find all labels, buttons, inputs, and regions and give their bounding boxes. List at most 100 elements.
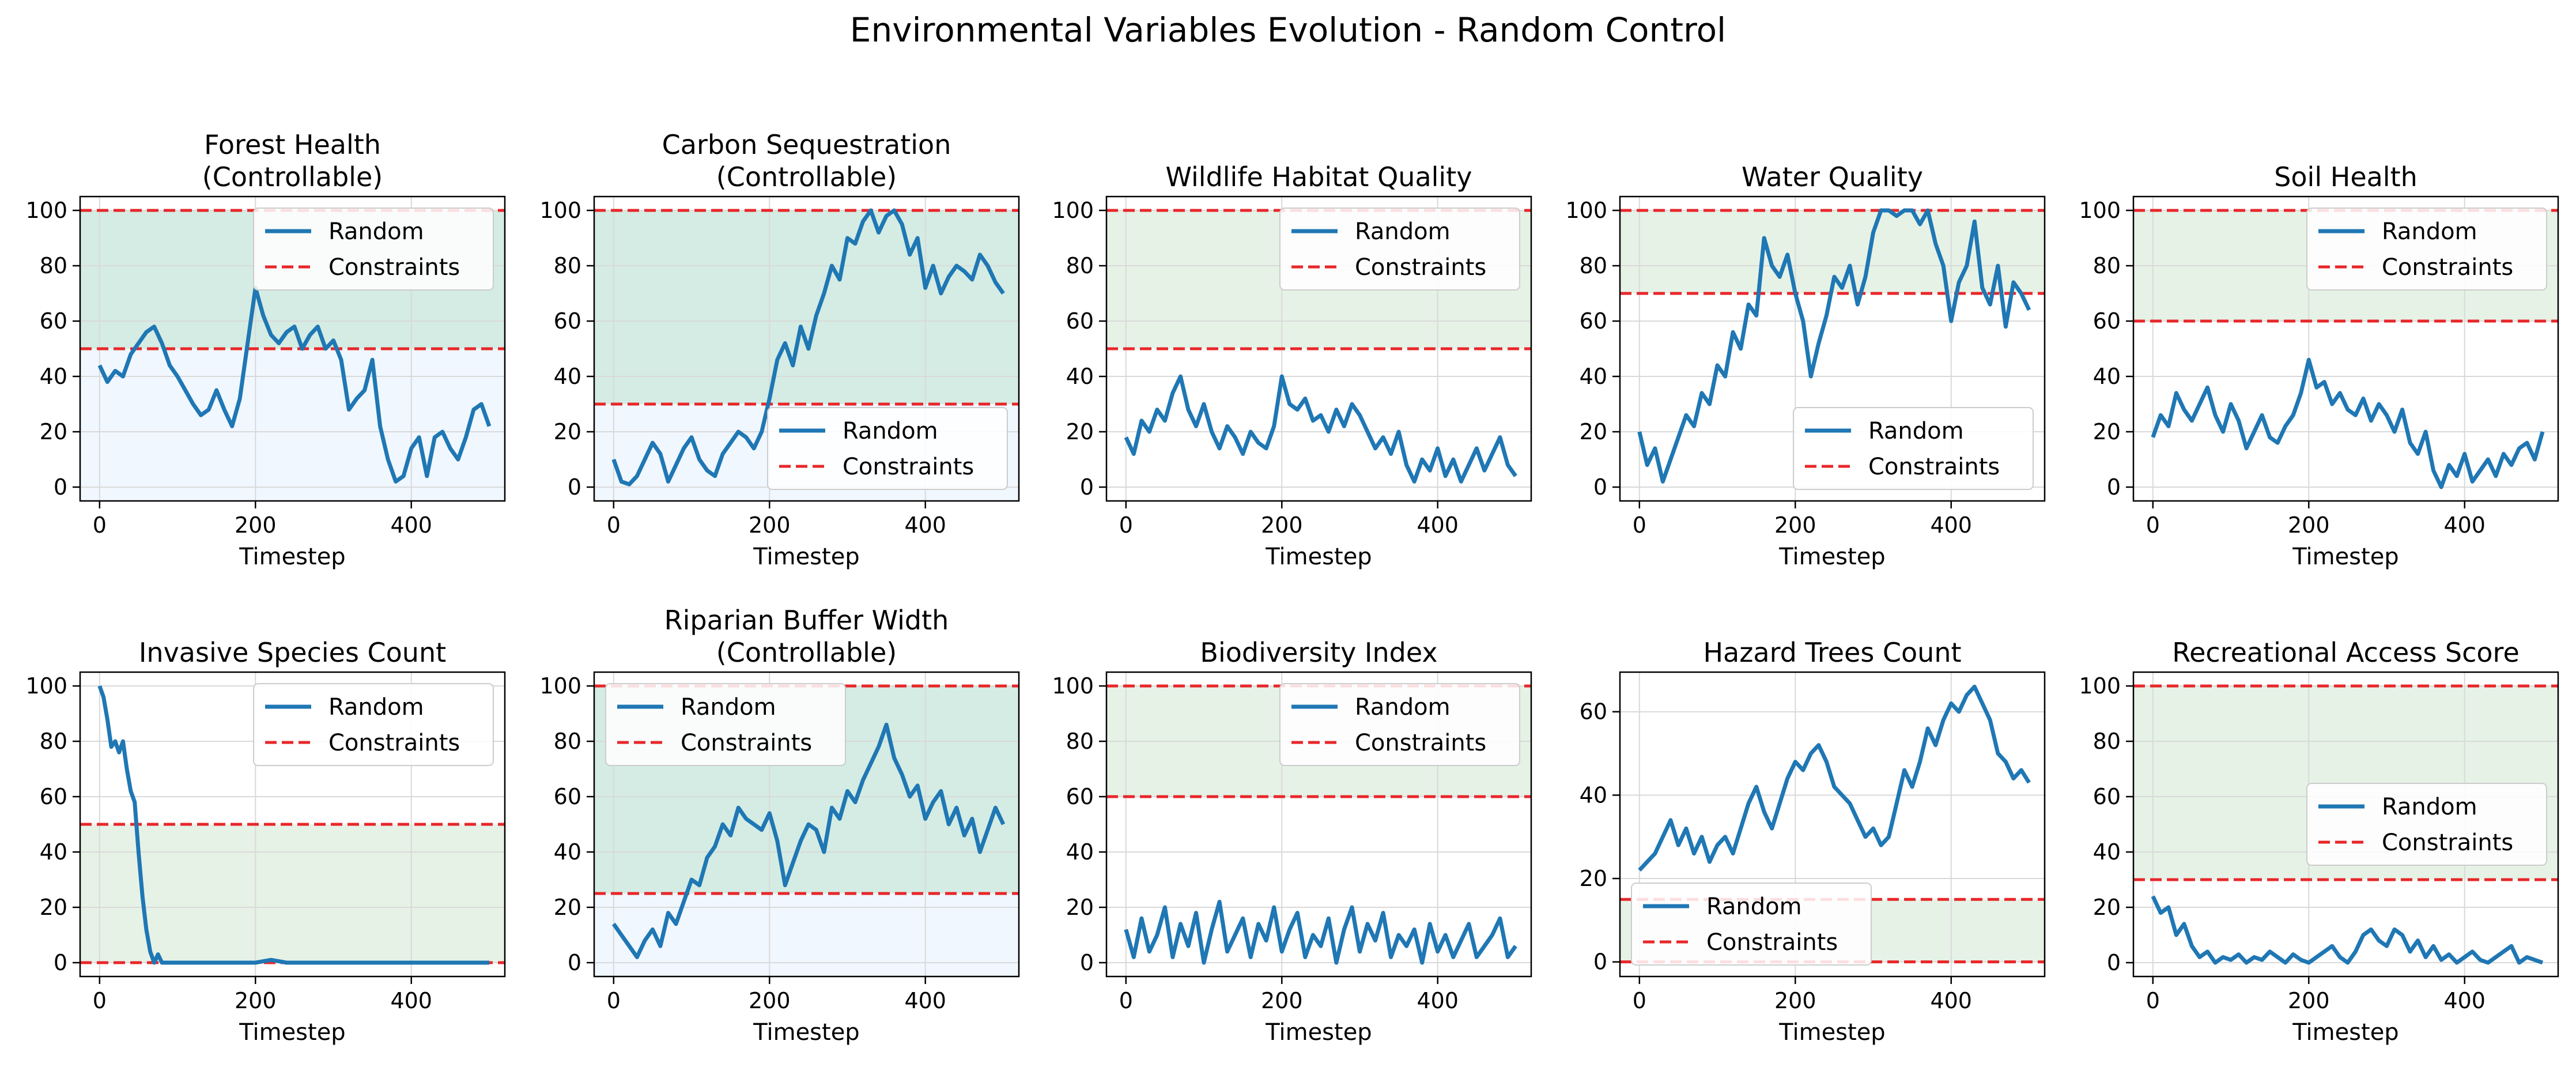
y-tick-label: 40: [554, 839, 581, 865]
legend: Random Constraints: [2306, 208, 2547, 291]
subplot-7: 0 200 400 0 20 40 60 80 100 Timestep Riparian Buff…: [539, 605, 1020, 1046]
constraint-region: [80, 824, 505, 963]
y-tick-label: 80: [1066, 253, 1094, 278]
y-tick-label: 60: [1066, 784, 1094, 809]
y-tick-label: 40: [2093, 839, 2121, 865]
x-axis-label: Timestep: [1265, 544, 1372, 570]
y-tick-label: 80: [1066, 729, 1094, 754]
x-tick-label: 200: [2288, 988, 2330, 1013]
subplot-title: Invasive Species Count: [139, 637, 446, 668]
plot-area: [80, 672, 505, 976]
subplot-title: (Controllable): [202, 161, 383, 193]
x-tick-label: 0: [1633, 988, 1646, 1013]
subplot-6: 0 200 400 0 20 40 60 80 100 Timestep Invasive Spec…: [25, 637, 506, 1046]
y-tick-label: 20: [40, 419, 67, 444]
y-tick-label: 100: [539, 198, 581, 223]
x-tick-label: 400: [390, 988, 432, 1013]
y-tick-label: 80: [1580, 253, 1607, 278]
subplot-title: Forest Health: [204, 129, 381, 160]
y-tick-label: 0: [2107, 474, 2121, 500]
legend-box: [2306, 208, 2547, 291]
subplot-title: (Controllable): [716, 637, 897, 668]
x-tick-label: 0: [93, 988, 107, 1013]
subplot-8: 0 200 400 0 20 40 60 80 100 Timestep Biodiversity …: [1052, 637, 1532, 1046]
legend-label-random: Random: [681, 694, 776, 721]
y-tick-label: 40: [1580, 364, 1607, 389]
subplot-3: 0 200 400 0 20 40 60 80 100 Timestep Wildlife Habi…: [1052, 161, 1532, 570]
legend-label-constraints: Constraints: [1706, 929, 1838, 956]
y-tick-label: 0: [1080, 474, 1094, 500]
axes-frame: [1619, 195, 2046, 502]
legend: Random Constraints: [1279, 208, 1520, 291]
y-tick-label: 60: [40, 308, 67, 334]
x-tick-label: 200: [1774, 988, 1816, 1013]
series-line-random: [1637, 208, 2031, 484]
y-tick-label: 20: [40, 895, 67, 920]
legend-box: [1279, 683, 1520, 766]
y-tick-label: 60: [554, 784, 581, 809]
legend-box: [1793, 407, 2034, 490]
y-tick-label: 60: [554, 308, 581, 334]
axes-frame: [79, 195, 506, 502]
y-tick-label: 100: [25, 673, 67, 699]
x-tick-label: 0: [1633, 512, 1646, 538]
y-tick-label: 80: [554, 729, 581, 754]
x-tick-label: 200: [235, 512, 277, 538]
subplot-title: Recreational Access Score: [2172, 637, 2520, 668]
x-axis-label: Timestep: [1778, 544, 1885, 570]
below-constraint-region: [80, 349, 505, 501]
x-tick-label: 0: [2146, 512, 2160, 538]
y-tick-label: 0: [2107, 950, 2121, 975]
series-line-random: [97, 685, 489, 965]
legend-label-random: Random: [328, 694, 424, 721]
x-tick-label: 400: [904, 988, 946, 1013]
y-tick-label: 100: [2079, 673, 2121, 699]
series-line-random: [611, 722, 1006, 959]
legend-label-constraints: Constraints: [328, 730, 460, 756]
x-tick-label: 200: [1261, 988, 1303, 1013]
y-tick-label: 0: [1593, 949, 1607, 975]
subplot-title: Hazard Trees Count: [1703, 637, 1961, 668]
series-line-random: [1124, 374, 1517, 484]
legend-box: [1279, 208, 1520, 291]
legend: Random Constraints: [605, 683, 846, 766]
x-tick-label: 0: [607, 988, 621, 1013]
y-tick-label: 0: [1593, 474, 1607, 500]
axes-frame: [2132, 671, 2559, 978]
subplot-title: Soil Health: [2274, 161, 2418, 193]
axes-frame: [2132, 195, 2559, 502]
legend-label-constraints: Constraints: [2382, 830, 2513, 856]
y-tick-label: 20: [1580, 419, 1607, 444]
x-tick-label: 400: [1417, 988, 1459, 1013]
y-tick-label: 60: [1580, 308, 1607, 334]
y-tick-label: 100: [1052, 198, 1094, 223]
legend-box: [1631, 883, 1872, 966]
x-axis-label: Timestep: [239, 544, 345, 570]
y-tick-label: 100: [2079, 198, 2121, 223]
subplot-title: Riparian Buffer Width: [664, 605, 949, 636]
below-constraint-region: [594, 893, 1019, 976]
y-tick-label: 80: [40, 729, 67, 754]
x-tick-label: 0: [1119, 988, 1133, 1013]
legend-label-constraints: Constraints: [2382, 254, 2513, 281]
x-tick-label: 400: [904, 512, 946, 538]
legend-box: [605, 683, 846, 766]
x-axis-label: Timestep: [753, 544, 859, 570]
y-tick-label: 0: [54, 474, 67, 500]
x-axis-label: Timestep: [1265, 1019, 1372, 1046]
x-tick-label: 200: [235, 988, 277, 1013]
y-tick-label: 60: [2093, 784, 2121, 809]
y-tick-label: 0: [1080, 950, 1094, 975]
y-tick-label: 60: [1580, 699, 1607, 725]
legend-label-constraints: Constraints: [1355, 730, 1486, 756]
y-tick-label: 40: [40, 839, 67, 865]
y-tick-label: 40: [40, 364, 67, 389]
y-tick-label: 60: [40, 784, 67, 809]
legend-label-random: Random: [1706, 893, 1802, 920]
y-tick-label: 20: [2093, 419, 2121, 444]
x-tick-label: 400: [390, 512, 432, 538]
series-line-random: [611, 208, 1005, 487]
y-tick-label: 40: [1066, 364, 1094, 389]
legend-box: [2306, 783, 2547, 866]
